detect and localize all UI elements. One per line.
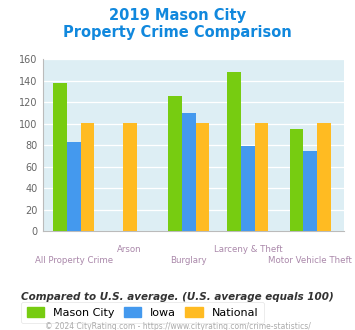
Bar (255, 123, 268, 231)
Bar (182, 113, 196, 231)
Text: © 2024 CityRating.com - https://www.cityrating.com/crime-statistics/: © 2024 CityRating.com - https://www.city… (45, 322, 310, 330)
Bar (123, 123, 137, 231)
Legend: Mason City, Iowa, National: Mason City, Iowa, National (21, 302, 264, 323)
Text: Larceny & Theft: Larceny & Theft (214, 245, 282, 254)
Bar (241, 146, 255, 231)
Bar (67, 142, 81, 231)
Text: Property Crime Comparison: Property Crime Comparison (63, 25, 292, 40)
Text: Motor Vehicle Theft: Motor Vehicle Theft (268, 256, 352, 265)
Bar (196, 123, 209, 231)
Bar (53, 83, 67, 231)
Text: Burglary: Burglary (170, 256, 207, 265)
Bar (317, 123, 331, 231)
Bar (228, 72, 241, 231)
Text: All Property Crime: All Property Crime (35, 256, 113, 265)
Text: 2019 Mason City: 2019 Mason City (109, 8, 246, 23)
Bar (303, 150, 317, 231)
Bar (290, 129, 303, 231)
Text: Arson: Arson (118, 245, 142, 254)
Bar (81, 123, 94, 231)
Text: Compared to U.S. average. (U.S. average equals 100): Compared to U.S. average. (U.S. average … (21, 292, 334, 302)
Bar (168, 96, 182, 231)
